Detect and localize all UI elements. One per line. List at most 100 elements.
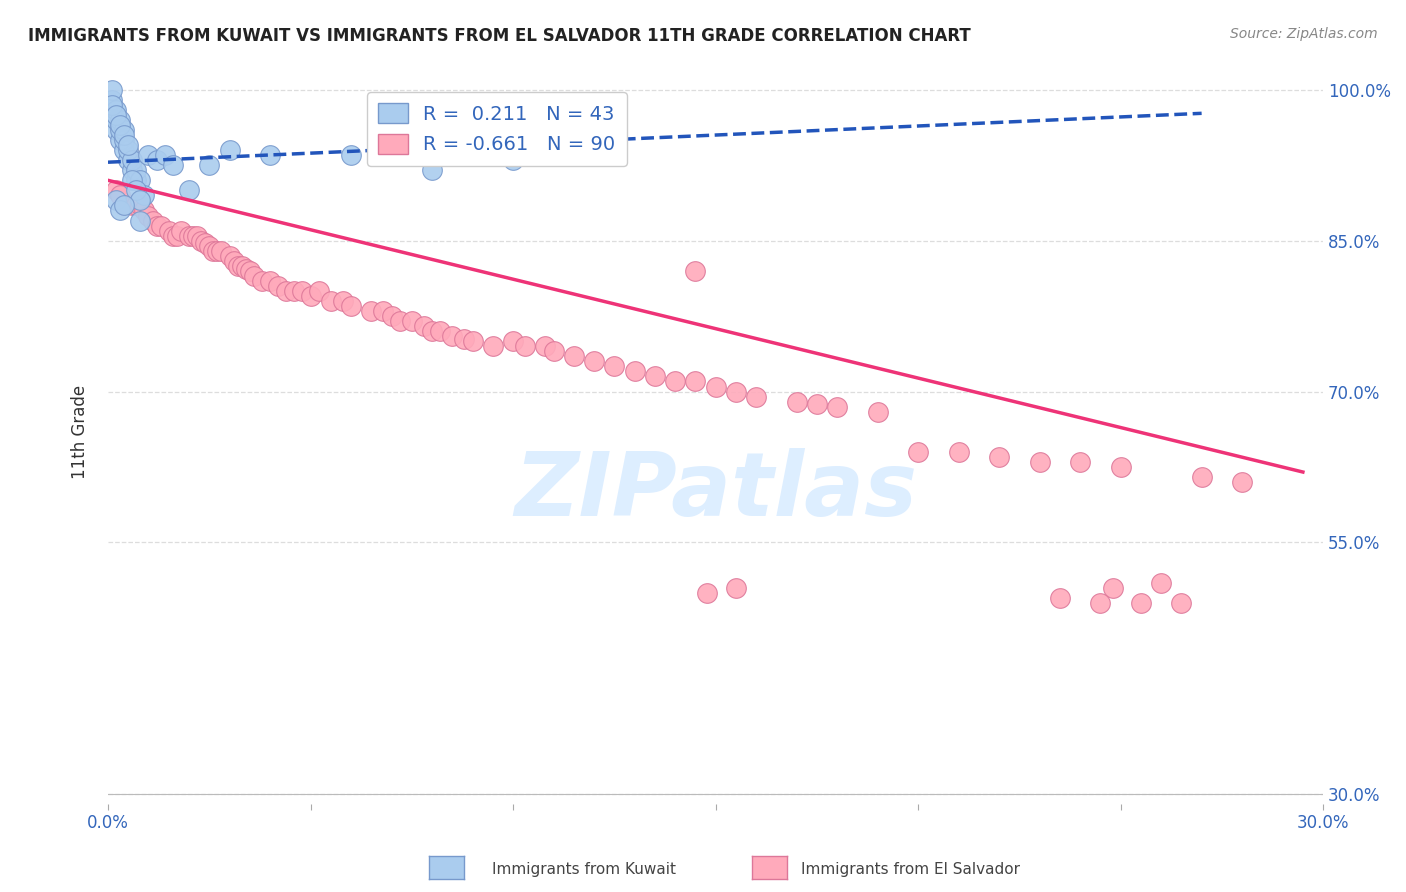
Point (1129, 596, 1152, 610)
Point (1150, 575, 1173, 590)
Point (112, 128, 135, 142)
Point (121, 163, 143, 178)
Point (108, 123, 131, 137)
Point (125, 173, 148, 187)
Point (685, 264, 707, 278)
Point (420, 324, 443, 338)
Y-axis label: 11th Grade: 11th Grade (72, 384, 89, 479)
Point (105, 112, 128, 127)
Point (162, 158, 184, 172)
Point (101, 108, 124, 122)
Point (340, 299, 363, 313)
Point (108, 112, 131, 127)
Point (515, 339, 537, 353)
Point (138, 148, 160, 162)
Point (413, 319, 436, 334)
Point (181, 228, 204, 243)
Point (121, 153, 143, 168)
Point (226, 259, 249, 273)
Point (101, 83, 124, 97)
Point (170, 224, 193, 238)
Point (603, 359, 626, 374)
Point (207, 244, 229, 258)
Point (786, 394, 808, 409)
Point (121, 173, 143, 187)
Point (1049, 591, 1071, 605)
Point (117, 143, 139, 157)
Point (125, 198, 148, 212)
Text: IMMIGRANTS FROM KUWAIT VS IMMIGRANTS FROM EL SALVADOR 11TH GRADE CORRELATION CHA: IMMIGRANTS FROM KUWAIT VS IMMIGRANTS FRO… (28, 27, 972, 45)
Point (502, 153, 524, 168)
Point (332, 293, 354, 308)
Point (1090, 596, 1112, 610)
Point (101, 98, 124, 112)
Point (129, 194, 152, 208)
Point (125, 183, 148, 197)
Point (162, 228, 184, 243)
Point (108, 133, 131, 147)
Point (481, 339, 503, 353)
Point (299, 289, 322, 303)
Point (534, 339, 557, 353)
Point (420, 163, 443, 178)
Point (259, 148, 281, 162)
Point (685, 375, 707, 389)
Point (1191, 470, 1213, 484)
Point (1069, 455, 1091, 469)
Point (461, 334, 484, 349)
Point (583, 354, 606, 368)
Point (129, 213, 152, 227)
Point (194, 235, 217, 250)
Point (453, 332, 475, 346)
Point (373, 304, 395, 318)
Point (105, 103, 128, 117)
Point (429, 324, 451, 338)
Point (340, 148, 363, 162)
Point (235, 261, 257, 276)
Point (360, 304, 382, 318)
Point (291, 284, 314, 298)
Point (112, 198, 135, 212)
Point (1230, 475, 1253, 489)
Point (153, 148, 176, 162)
Text: Source: ZipAtlas.com: Source: ZipAtlas.com (1230, 27, 1378, 41)
Text: Immigrants from Kuwait: Immigrants from Kuwait (492, 863, 676, 877)
Point (1109, 460, 1132, 475)
Point (1101, 581, 1123, 595)
Point (105, 123, 128, 137)
Point (117, 138, 139, 153)
Point (125, 163, 148, 178)
Point (562, 349, 585, 363)
Point (866, 405, 889, 419)
Point (105, 194, 128, 208)
Point (644, 369, 666, 384)
Point (988, 450, 1011, 464)
Point (112, 143, 135, 157)
Point (218, 143, 240, 157)
Point (112, 198, 135, 212)
Point (664, 375, 686, 389)
Point (149, 219, 172, 233)
Point (121, 198, 143, 212)
Point (907, 445, 929, 459)
Point (134, 203, 156, 218)
Point (108, 188, 131, 202)
Point (745, 390, 768, 404)
Point (218, 249, 240, 263)
Point (145, 219, 167, 233)
Point (380, 309, 402, 323)
Point (166, 228, 188, 243)
Point (105, 183, 128, 197)
Point (948, 445, 970, 459)
Point (267, 279, 290, 293)
Point (209, 244, 232, 258)
Point (603, 133, 626, 147)
Point (319, 293, 342, 308)
Point (186, 228, 208, 243)
Point (101, 93, 124, 107)
Point (543, 344, 565, 359)
Point (177, 183, 200, 197)
Point (108, 118, 131, 132)
Point (623, 364, 645, 378)
Point (141, 213, 163, 227)
